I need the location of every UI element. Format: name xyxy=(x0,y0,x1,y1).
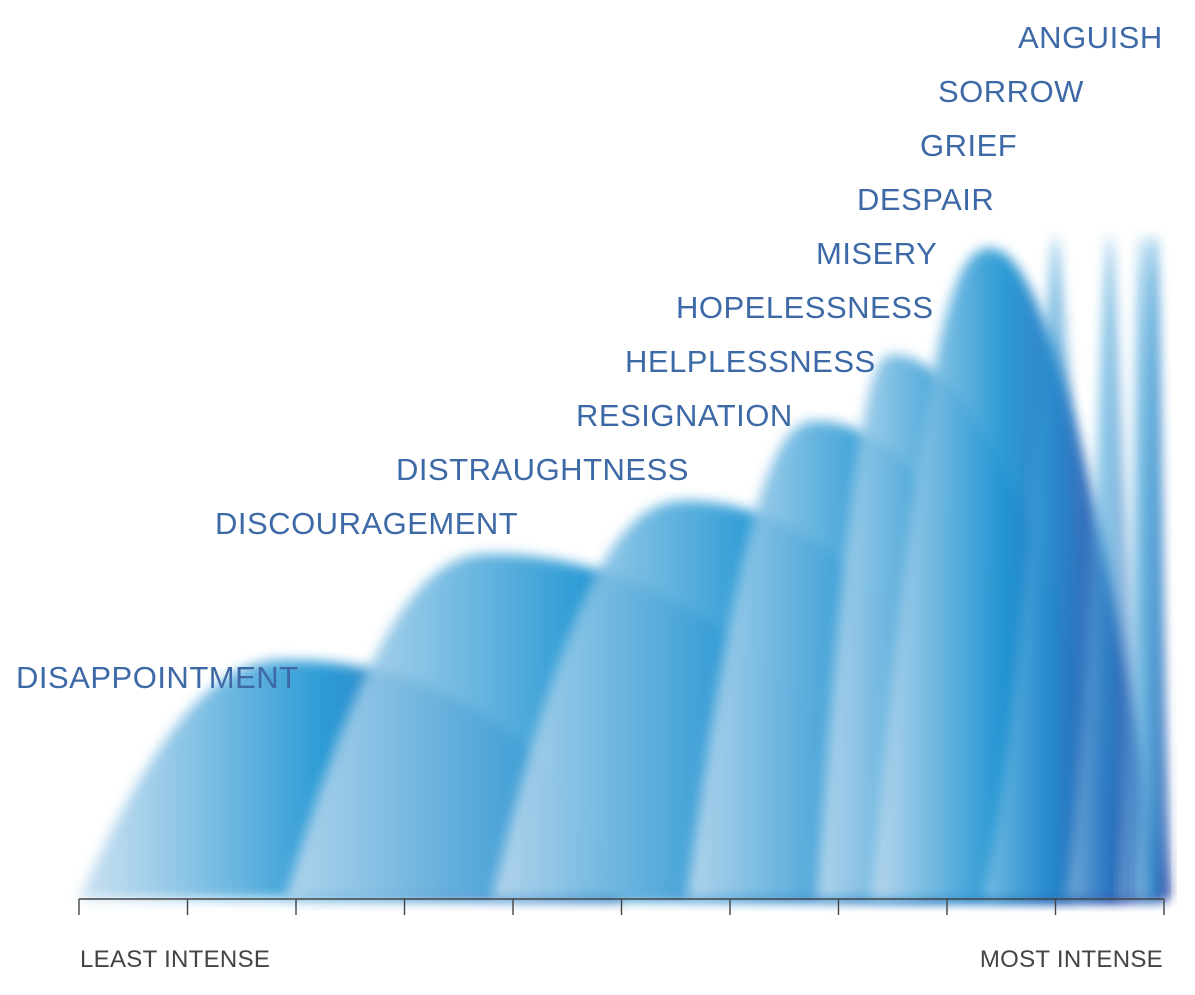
label-misery: MISERY xyxy=(816,236,937,271)
x-axis: LEAST INTENSE MOST INTENSE xyxy=(78,898,1165,973)
most-intense-label: MOST INTENSE xyxy=(980,946,1163,973)
label-disappointment: DISAPPOINTMENT xyxy=(16,660,299,695)
label-sorrow: SORROW xyxy=(938,74,1084,109)
label-discouragement: DISCOURAGEMENT xyxy=(215,506,518,541)
x-axis-ticks xyxy=(78,899,1165,915)
label-grief: GRIEF xyxy=(920,128,1017,163)
label-despair: DESPAIR xyxy=(857,182,994,217)
label-distraughtness: DISTRAUGHTNESS xyxy=(396,452,689,487)
label-hopelessness: HOPELESSNESS xyxy=(676,290,934,325)
emotion-labels: DISAPPOINTMENT DISCOURAGEMENT DISTRAUGHTNE… xyxy=(16,20,1163,695)
curve-anguish xyxy=(1138,235,1168,899)
label-anguish: ANGUISH xyxy=(1018,20,1163,55)
least-intense-label: LEAST INTENSE xyxy=(80,946,270,973)
label-helplessness: HELPLESSNESS xyxy=(625,344,876,379)
intensity-curves xyxy=(79,235,1173,899)
label-resignation: RESIGNATION xyxy=(576,398,793,433)
